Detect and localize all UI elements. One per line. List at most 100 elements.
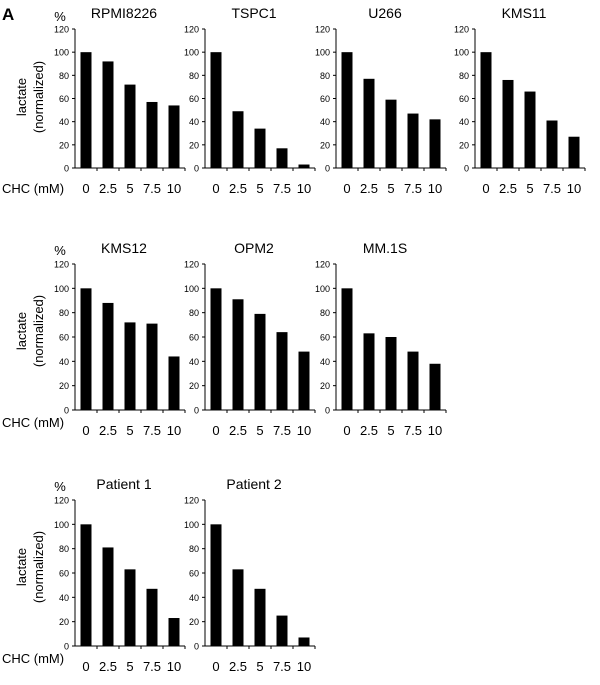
y-tick-label: 120 (184, 496, 199, 506)
x-tick-label: 7.5 (143, 423, 161, 438)
bar (546, 120, 558, 168)
chart-title: KMS12 (101, 240, 147, 256)
y-tick-label: 60 (189, 569, 199, 579)
x-tick-label: 5 (387, 423, 394, 438)
x-tick-label: 7.5 (273, 181, 291, 196)
chart-3: U266 0 20 40 60 80 100 120 0 2.5 5 7.5 10 (315, 5, 447, 196)
bar (80, 52, 92, 168)
y-tick-label: 60 (59, 333, 69, 343)
x-tick-label: 5 (387, 181, 394, 196)
y-tick-label: 120 (315, 25, 330, 35)
bar (210, 288, 222, 410)
y-tick-label: 40 (59, 357, 69, 367)
bar (80, 524, 92, 646)
bar (276, 332, 288, 410)
percent-label-row-3: % (54, 479, 66, 494)
x-tick-label: 5 (256, 423, 263, 438)
bar (232, 569, 244, 646)
y-tick-label: 80 (59, 308, 69, 318)
bar (385, 99, 397, 168)
y-tick-label: 80 (459, 71, 469, 81)
chart-6: OPM2 0 20 40 60 80 100 120 0 2.5 5 7.5 10 (184, 240, 316, 438)
bar (232, 299, 244, 410)
y-axis-title-line1: lactate (14, 312, 29, 350)
bar (254, 588, 266, 646)
x-tick-label: 2.5 (229, 659, 247, 674)
x-axis-title-row-3: CHC (mM) (2, 651, 64, 666)
bar (210, 524, 222, 646)
bar (146, 101, 158, 168)
y-tick-label: 100 (54, 284, 69, 294)
x-tick-label: 2.5 (99, 423, 117, 438)
x-tick-label: 7.5 (404, 181, 422, 196)
bar (168, 356, 180, 410)
bar (102, 302, 114, 410)
y-tick-label: 60 (59, 94, 69, 104)
bar (102, 61, 114, 168)
y-axis-title-line2: (normalized) (31, 295, 46, 367)
bar (298, 637, 310, 646)
y-tick-label: 100 (184, 520, 199, 530)
percent-label-row-2: % (54, 243, 66, 258)
panel-letter: A (2, 5, 14, 24)
chart-title: U266 (368, 5, 402, 21)
x-tick-label: 7.5 (143, 181, 161, 196)
x-tick-label: 7.5 (543, 181, 561, 196)
x-tick-label: 0 (212, 659, 219, 674)
bar (102, 547, 114, 646)
x-tick-label: 0 (212, 423, 219, 438)
x-tick-label: 0 (212, 181, 219, 196)
x-tick-label: 0 (82, 423, 89, 438)
bar (168, 618, 180, 646)
y-tick-label: 80 (320, 71, 330, 81)
bar (341, 288, 353, 410)
y-tick-label: 120 (54, 260, 69, 270)
y-tick-label: 20 (59, 381, 69, 391)
y-tick-label: 20 (59, 140, 69, 150)
bar (232, 111, 244, 168)
y-tick-label: 80 (59, 544, 69, 554)
y-axis-title-line1: lactate (14, 548, 29, 586)
y-tick-label: 120 (184, 25, 199, 35)
y-tick-label: 80 (189, 308, 199, 318)
y-tick-label: 80 (189, 544, 199, 554)
x-axis-title-row-1: CHC (mM) (2, 181, 64, 196)
bar (124, 322, 136, 410)
y-tick-label: 60 (320, 94, 330, 104)
x-tick-label: 5 (126, 181, 133, 196)
y-tick-label: 120 (184, 260, 199, 270)
y-tick-label: 100 (315, 48, 330, 58)
bar (363, 333, 375, 410)
y-tick-label: 40 (459, 117, 469, 127)
y-tick-label: 40 (189, 593, 199, 603)
chart-2: TSPC1 0 20 40 60 80 100 120 0 2.5 5 7.5 10 (184, 5, 316, 196)
bar (429, 363, 441, 410)
x-tick-label: 0 (82, 659, 89, 674)
bar (210, 52, 222, 168)
bar (341, 52, 353, 168)
y-tick-label: 60 (59, 569, 69, 579)
bar (298, 164, 310, 168)
y-tick-label: 100 (315, 284, 330, 294)
y-axis-title-line2: (normalized) (31, 531, 46, 603)
x-tick-label: 2.5 (99, 659, 117, 674)
x-tick-label: 0 (482, 181, 489, 196)
y-axis-title-line1: lactate (14, 78, 29, 116)
bar (146, 588, 158, 646)
y-tick-label: 80 (320, 308, 330, 318)
chart-title: Patient 1 (96, 476, 151, 492)
y-axis-title-row-3: lactate (normalized) (14, 531, 46, 603)
y-tick-label: 20 (189, 140, 199, 150)
x-tick-label: 0 (82, 181, 89, 196)
bar (407, 113, 419, 168)
x-tick-label: 2.5 (360, 423, 378, 438)
y-tick-label: 120 (54, 496, 69, 506)
y-tick-label: 20 (459, 140, 469, 150)
chart-4: KMS11 0 20 40 60 80 100 120 0 2.5 5 7.5 10 (454, 5, 586, 196)
x-tick-label: 10 (428, 181, 442, 196)
y-tick-label: 40 (320, 117, 330, 127)
bar (276, 615, 288, 646)
chart-title: KMS11 (502, 5, 547, 21)
